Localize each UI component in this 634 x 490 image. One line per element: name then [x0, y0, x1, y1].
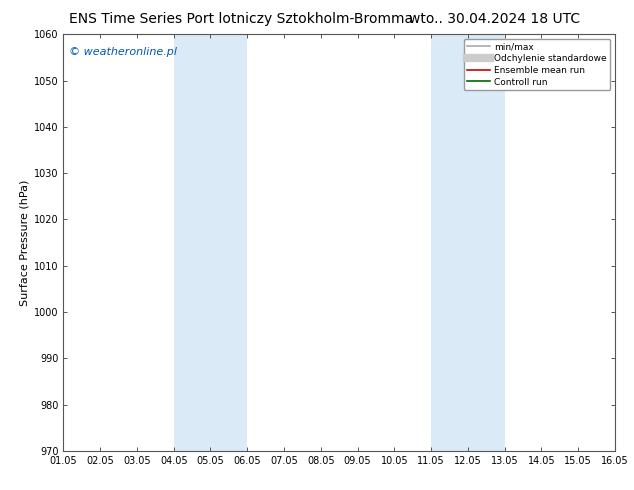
Y-axis label: Surface Pressure (hPa): Surface Pressure (hPa): [20, 179, 30, 306]
Text: © weatheronline.pl: © weatheronline.pl: [69, 47, 177, 57]
Legend: min/max, Odchylenie standardowe, Ensemble mean run, Controll run: min/max, Odchylenie standardowe, Ensembl…: [463, 39, 611, 90]
Text: wto.. 30.04.2024 18 UTC: wto.. 30.04.2024 18 UTC: [409, 12, 580, 26]
Bar: [431, 34, 505, 451]
Text: ENS Time Series Port lotniczy Sztokholm-Bromma: ENS Time Series Port lotniczy Sztokholm-…: [69, 12, 413, 26]
Bar: [174, 34, 247, 451]
